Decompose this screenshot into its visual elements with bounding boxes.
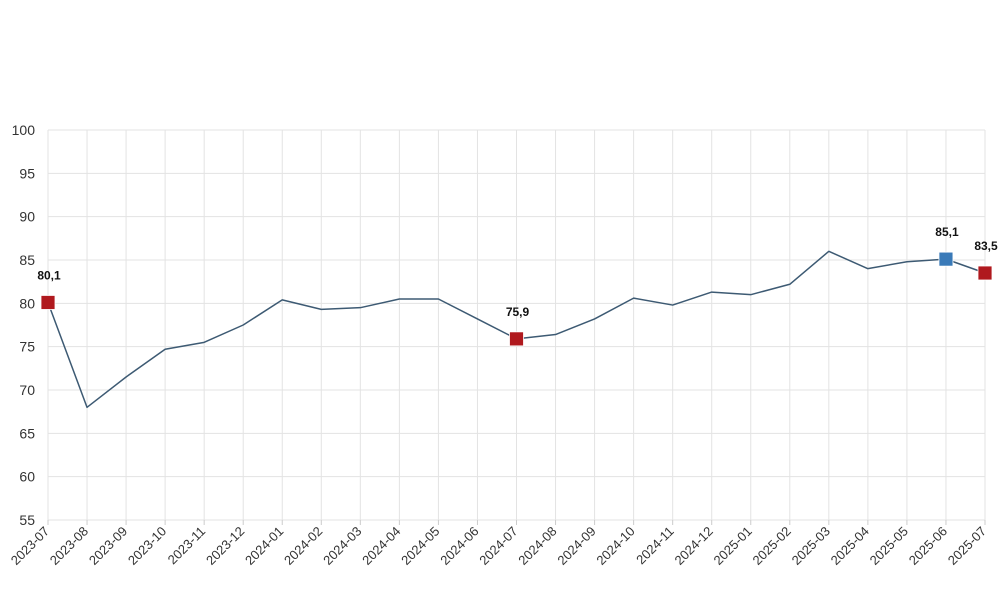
data-point bbox=[164, 348, 166, 350]
x-tick-label: 2024-06 bbox=[437, 524, 481, 568]
x-tick-label: 2023-12 bbox=[203, 524, 247, 568]
data-point bbox=[828, 250, 830, 252]
data-point bbox=[203, 341, 205, 343]
x-tick-label: 2023-07 bbox=[8, 524, 52, 568]
y-tick-label: 100 bbox=[12, 122, 36, 138]
data-point bbox=[242, 324, 244, 326]
x-tick-label: 2023-09 bbox=[86, 524, 130, 568]
data-point bbox=[906, 261, 908, 263]
data-point bbox=[750, 293, 752, 295]
x-tick-label: 2025-01 bbox=[711, 524, 755, 568]
x-tick-label: 2024-12 bbox=[671, 524, 715, 568]
x-tick-label: 2023-10 bbox=[125, 524, 169, 568]
data-point bbox=[125, 376, 127, 378]
data-point bbox=[320, 308, 322, 310]
x-tick-label: 2024-10 bbox=[593, 524, 637, 568]
data-point bbox=[789, 283, 791, 285]
data-point bbox=[359, 306, 361, 308]
data-label: 75,9 bbox=[506, 305, 530, 319]
x-tick-label: 2025-04 bbox=[828, 524, 872, 568]
data-point bbox=[281, 299, 283, 301]
x-tick-label: 2024-08 bbox=[515, 524, 559, 568]
x-tick-label: 2024-11 bbox=[633, 524, 677, 568]
annotation-marker bbox=[977, 265, 993, 281]
x-tick-label: 2025-05 bbox=[867, 524, 911, 568]
x-tick-label: 2023-11 bbox=[165, 524, 209, 568]
grid-lines bbox=[47, 129, 986, 525]
x-tick-label: 2024-07 bbox=[476, 524, 520, 568]
x-tick-label: 2025-03 bbox=[789, 524, 833, 568]
data-point bbox=[554, 333, 556, 335]
data-point bbox=[671, 304, 673, 306]
data-label: 83,5 bbox=[974, 239, 998, 253]
y-tick-label: 55 bbox=[19, 512, 35, 528]
annotation-marker bbox=[938, 251, 954, 267]
annotation-marker bbox=[509, 331, 524, 347]
annotation-marker bbox=[40, 295, 56, 310]
y-tick-label: 95 bbox=[19, 165, 35, 181]
x-tick-label: 2025-02 bbox=[750, 524, 794, 568]
x-tick-label: 2024-09 bbox=[554, 524, 598, 568]
y-tick-label: 80 bbox=[19, 295, 35, 311]
data-labels: 80,1 75,9 85,1 83,5 bbox=[37, 225, 998, 319]
x-tick-label: 2023-08 bbox=[47, 524, 91, 568]
y-tick-label: 60 bbox=[19, 469, 35, 485]
data-point bbox=[632, 297, 634, 299]
y-axis-ticks: 55 60 65 70 75 80 85 90 95 100 bbox=[12, 122, 36, 528]
y-tick-label: 70 bbox=[19, 382, 35, 398]
x-tick-label: 2025-07 bbox=[945, 524, 989, 568]
x-tick-label: 2025-06 bbox=[906, 524, 950, 568]
x-tick-label: 2024-05 bbox=[398, 524, 442, 568]
annotation-markers bbox=[40, 251, 993, 347]
y-tick-label: 85 bbox=[19, 252, 35, 268]
data-point bbox=[398, 298, 400, 300]
data-point bbox=[476, 318, 478, 320]
data-label: 85,1 bbox=[935, 225, 959, 239]
x-tick-label: 2024-02 bbox=[281, 524, 325, 568]
data-point bbox=[437, 298, 439, 300]
x-tick-label: 2024-03 bbox=[320, 524, 364, 568]
y-tick-label: 65 bbox=[19, 425, 35, 441]
x-tick-label: 2024-01 bbox=[242, 524, 286, 568]
y-tick-label: 75 bbox=[19, 339, 35, 355]
y-tick-label: 90 bbox=[19, 209, 35, 225]
x-axis-ticks: 2023-072023-082023-092023-102023-112023-… bbox=[8, 524, 989, 568]
x-tick-label: 2024-04 bbox=[359, 524, 403, 568]
data-point bbox=[867, 267, 869, 269]
data-point bbox=[593, 318, 595, 320]
data-label: 80,1 bbox=[37, 268, 61, 282]
data-point bbox=[86, 406, 88, 408]
data-point bbox=[711, 291, 713, 293]
